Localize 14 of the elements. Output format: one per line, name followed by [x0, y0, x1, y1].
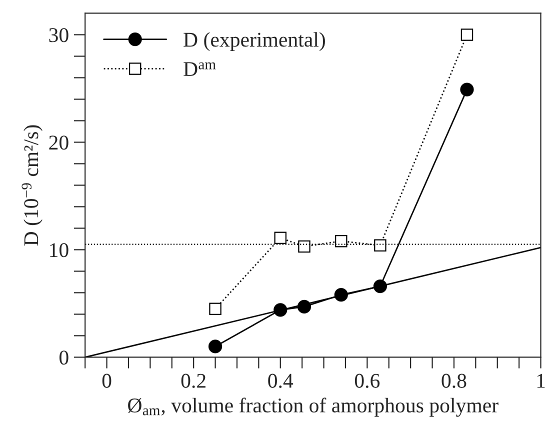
x-tick-label: 0.2 [181, 374, 206, 388]
x-tick-label: 0.6 [354, 374, 380, 388]
x-tick-label: 0 [102, 374, 112, 388]
x-tick-label: 0.8 [442, 374, 466, 388]
x-tick-label: 1 [537, 374, 545, 388]
y-tick-label: 0 [60, 350, 68, 365]
legend-label: D$^{am}$ [184, 62, 216, 76]
legend-label: D (experimental) [184, 32, 325, 51]
y-tick-label: 30 [49, 28, 68, 42]
y-tick-label: 10 [50, 243, 68, 258]
y-tick-label: 20 [49, 136, 68, 150]
x-axis-title: Ø$_{am}$, volume fraction of amorphous polymer [128, 398, 498, 417]
y-axis-title: D (10$^{−9}$ cm²/s) [22, 125, 42, 246]
x-tick-label: 0.4 [268, 374, 294, 388]
